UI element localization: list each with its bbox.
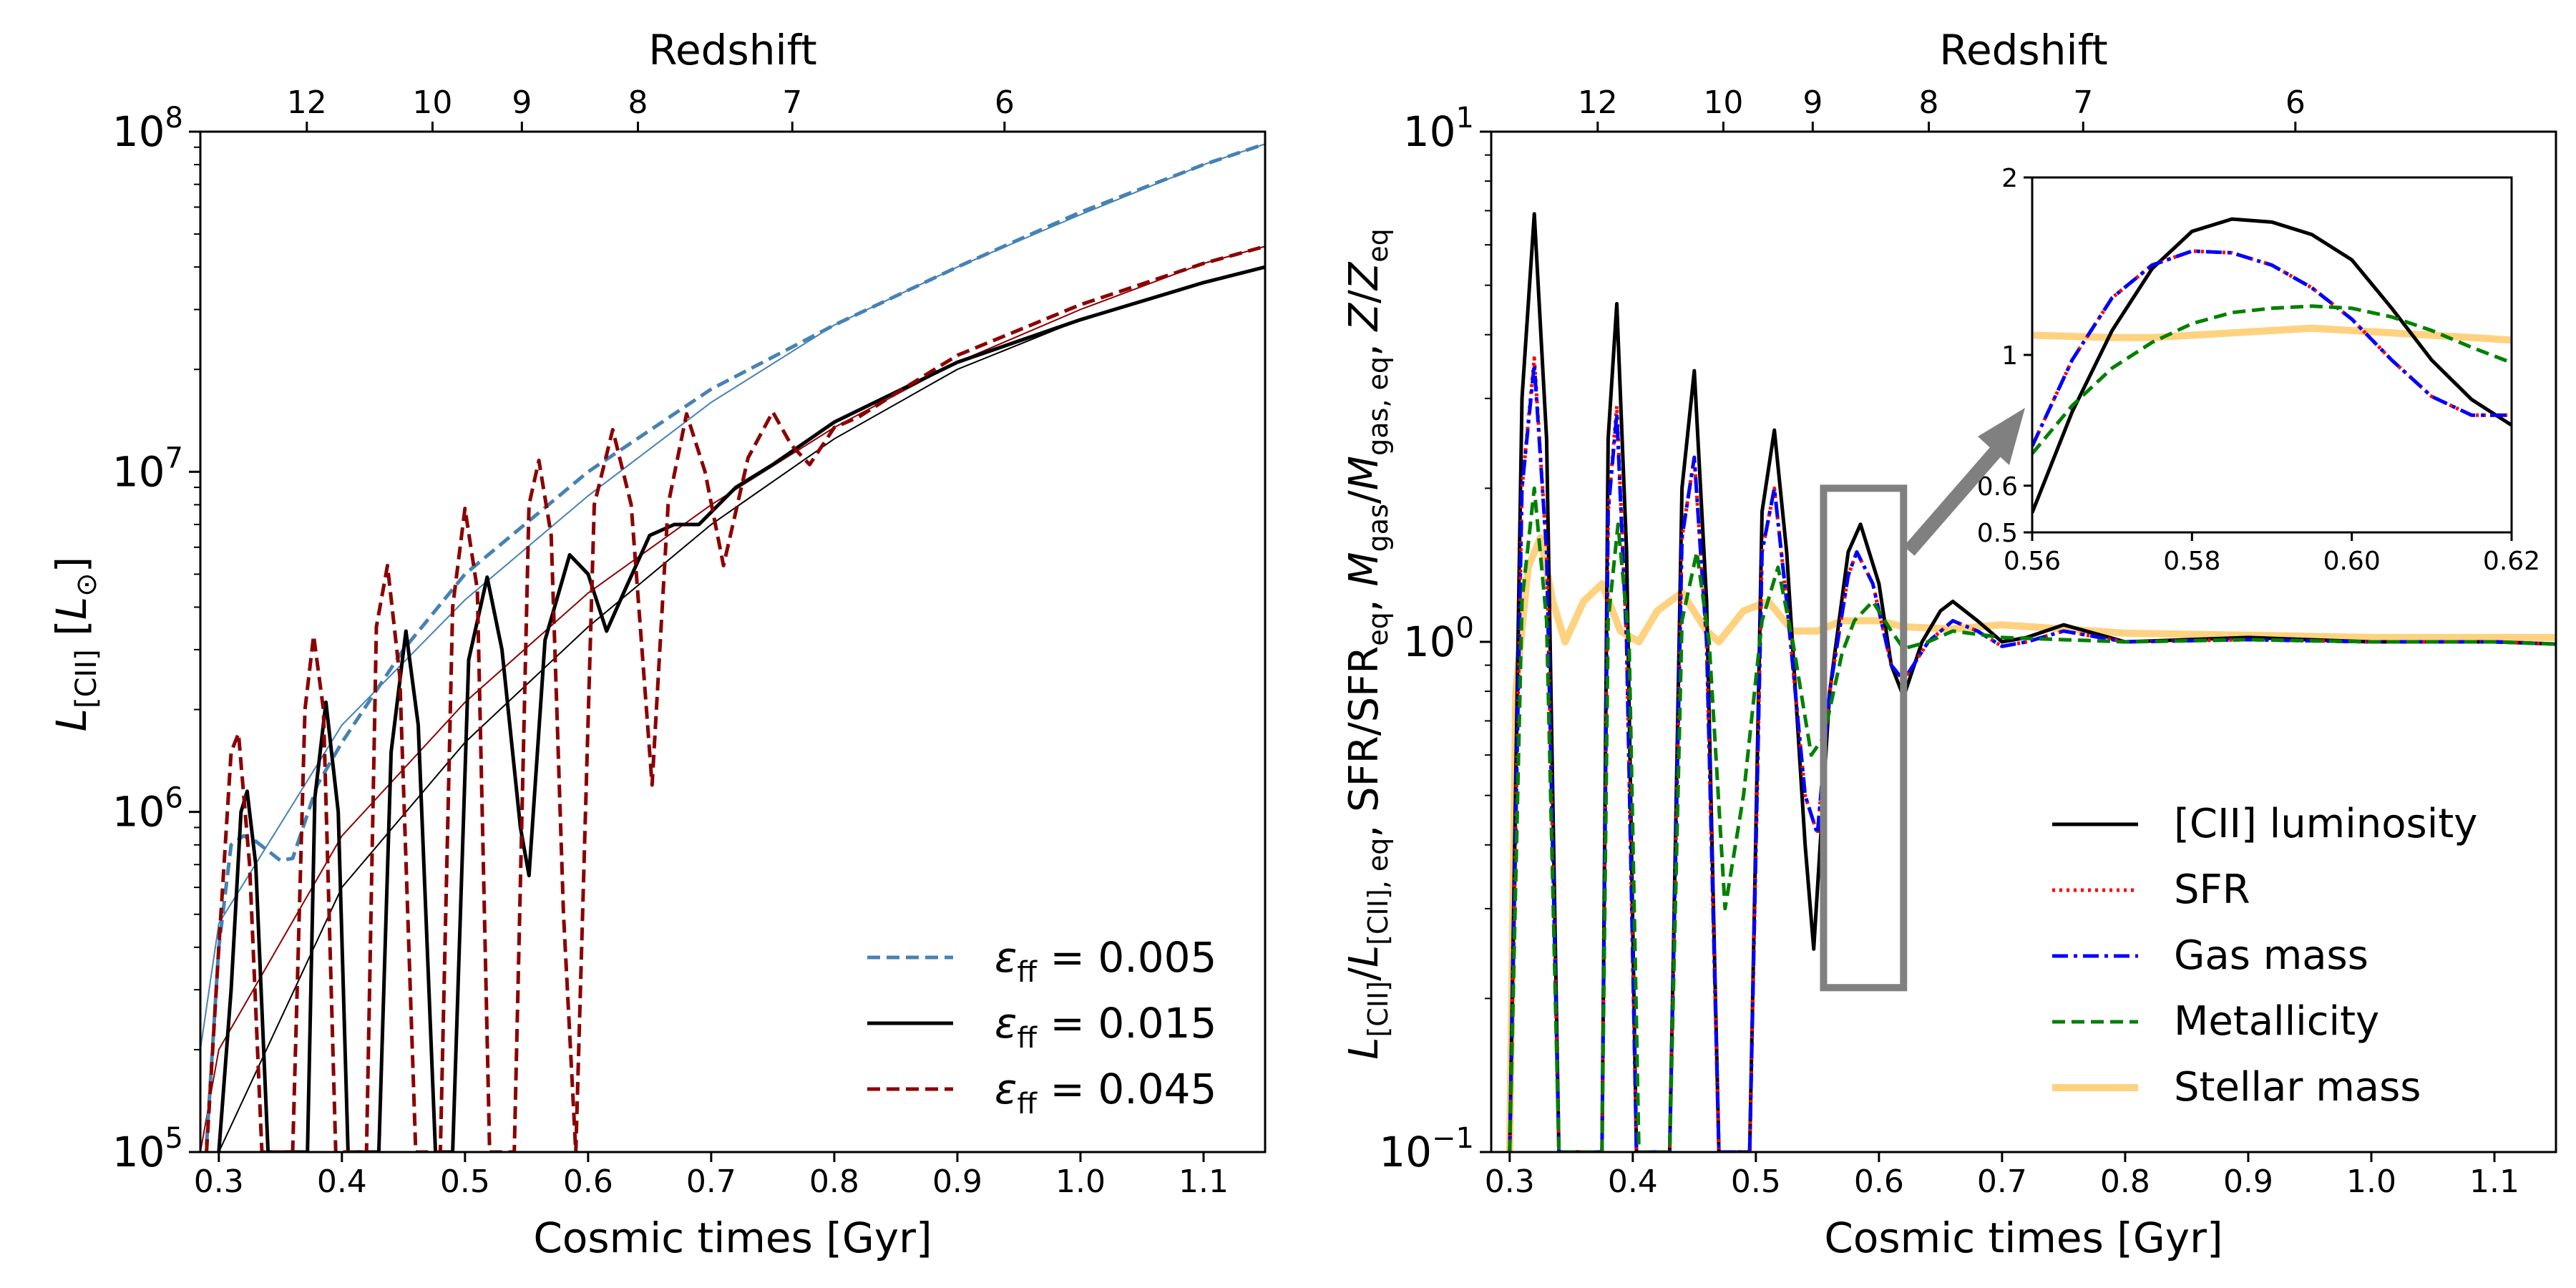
legend-label-1: SFR: [2174, 867, 2250, 913]
left-top-ticks: 12 10 9 8 7 6: [287, 84, 1015, 132]
right-y-axis-label: L[CII]/L[CII], eq, SFR/SFReq, Mgas/Mgas,…: [1341, 228, 1394, 1059]
left-x-tick-label: 0.7: [686, 1163, 736, 1200]
left-panel: 0.3 0.4 0.5 0.6 0.7 0.8 0.9 1.0 1.1 105106107108…: [47, 26, 1267, 1262]
inset-series-line-4: [2032, 304, 2512, 455]
right-y-tick-label: 10−1: [1379, 1122, 1474, 1176]
inset-plot: 0.56 0.58 0.60 0.62 2 1 0.6 0.5: [1977, 164, 2540, 576]
right-series-line-0: [1508, 212, 2556, 1152]
zoom-arrow-head: [1978, 408, 2025, 465]
right-top-ticks: 12 10 9 8 7 6: [1578, 84, 2306, 132]
inset-y-tick-label: 1: [2001, 341, 2018, 371]
left-plot-area: [200, 142, 1265, 1152]
inset-x-tick-label: 0.58: [2163, 547, 2220, 576]
right-top-tick-label: 8: [1919, 84, 1939, 121]
left-top-tick-label: 12: [287, 84, 327, 121]
inset-y-tick-label: 2: [2001, 164, 2018, 193]
inset-x-tick-label: 0.62: [2483, 547, 2540, 576]
left-series-line-0: [205, 142, 1265, 1146]
left-y-ticks: 105 106 107 108: [112, 102, 200, 1176]
right-x-ticks: 0.3 0.4 0.5 0.6 0.7 0.8 0.9 1.0 1.1: [1485, 1152, 2519, 1200]
right-x-tick-label: 0.6: [1854, 1163, 1904, 1200]
left-top-axis-label: Redshift: [648, 26, 816, 74]
right-x-tick-label: 1.0: [2346, 1163, 2396, 1200]
right-top-tick-label: 10: [1703, 84, 1743, 121]
inset-y-tick-label: 0.5: [1977, 519, 2018, 548]
left-legend-label-1: εff = 0.015: [995, 999, 1216, 1055]
inset-background: [2032, 177, 2512, 532]
zoom-arrow-shaft: [1903, 446, 2002, 556]
right-y-ticks: 10−1 100 101: [1379, 102, 1491, 1176]
left-y-tick-label: 107: [112, 441, 183, 496]
left-equilibrium-line-0: [200, 143, 1265, 1050]
left-y-tick-label: 105: [112, 1122, 183, 1176]
left-x-tick-label: 0.6: [563, 1163, 613, 1200]
left-x-tick-label: 0.5: [440, 1163, 490, 1200]
left-x-tick-label: 0.9: [932, 1163, 982, 1200]
inset-y-tick-label: 0.6: [1977, 472, 2018, 502]
left-x-tick-label: 0.8: [809, 1163, 859, 1200]
legend-label-0: [CII] luminosity: [2174, 801, 2477, 847]
left-top-tick-label: 6: [995, 84, 1015, 121]
right-top-tick-label: 6: [2285, 84, 2306, 121]
right-top-tick-label: 7: [2073, 84, 2093, 121]
inset-x-tick-label: 0.56: [2004, 547, 2061, 576]
right-top-axis-label: Redshift: [1939, 26, 2107, 74]
right-legend: [CII] luminosity SFR Gas mass Metallicity St…: [2052, 801, 2477, 1111]
right-x-tick-label: 0.5: [1731, 1163, 1781, 1200]
left-x-tick-label: 1.1: [1179, 1163, 1229, 1200]
left-legend: εff = 0.005 εff = 0.015 εff = 0.045: [867, 933, 1216, 1121]
left-plot-frame: [199, 130, 1267, 1153]
right-y-tick-label: 100: [1403, 612, 1474, 666]
left-x-ticks: 0.3 0.4 0.5 0.6 0.7 0.8 0.9 1.0 1.1: [194, 1152, 1229, 1200]
right-x-tick-label: 0.4: [1608, 1163, 1658, 1200]
left-x-axis-label: Cosmic times [Gyr]: [533, 1214, 932, 1262]
right-x-tick-label: 0.8: [2100, 1163, 2150, 1200]
left-legend-label-0: εff = 0.005: [995, 933, 1216, 989]
right-x-tick-label: 0.9: [2223, 1163, 2273, 1200]
left-y-tick-label: 108: [112, 102, 183, 156]
inset-plot-area: [2032, 217, 2512, 514]
left-top-tick-label: 10: [412, 84, 452, 121]
right-plot-area: [1506, 212, 2556, 1152]
right-top-tick-label: 9: [1802, 84, 1823, 121]
inset-series-line-0: [2032, 324, 2512, 344]
inset-series-line-1: [2032, 217, 2512, 514]
left-x-tick-label: 0.3: [194, 1163, 244, 1200]
right-y-tick-label: 101: [1403, 102, 1474, 156]
left-x-tick-label: 0.4: [317, 1163, 367, 1200]
left-top-tick-label: 7: [782, 84, 802, 121]
legend-label-4: Stellar mass: [2174, 1064, 2421, 1111]
right-x-axis-label: Cosmic times [Gyr]: [1824, 1214, 2223, 1262]
right-x-tick-label: 0.7: [1977, 1163, 2027, 1200]
left-y-tick-label: 106: [112, 782, 183, 836]
inset-series-line-3: [2032, 249, 2512, 447]
right-x-tick-label: 0.3: [1485, 1163, 1535, 1200]
inset-x-tick-label: 0.60: [2323, 547, 2381, 576]
right-top-tick-label: 12: [1578, 84, 1618, 121]
left-legend-label-2: εff = 0.045: [995, 1065, 1216, 1121]
right-x-tick-label: 1.1: [2469, 1163, 2519, 1200]
left-top-tick-label: 8: [628, 84, 648, 121]
left-top-tick-label: 9: [512, 84, 532, 121]
legend-label-2: Gas mass: [2174, 932, 2368, 979]
left-y-axis-label: L[CII] [L⊙]: [47, 557, 103, 732]
left-series-line-2: [205, 244, 1265, 1152]
zoom-highlight-box: [1820, 484, 1908, 992]
right-series-line-2: [1508, 362, 2556, 1152]
legend-label-3: Metallicity: [2174, 998, 2379, 1045]
left-x-tick-label: 1.0: [1055, 1163, 1106, 1200]
left-series-line-1: [217, 265, 1265, 1152]
